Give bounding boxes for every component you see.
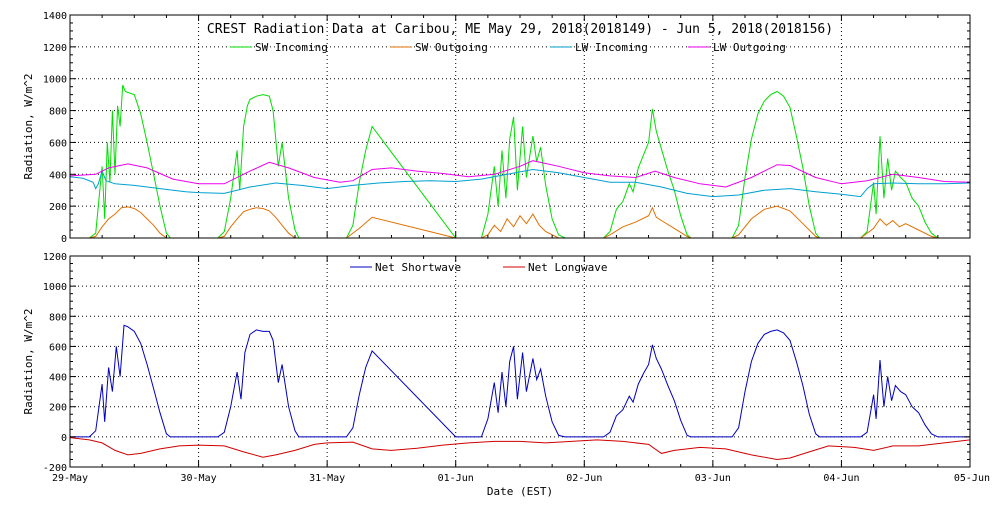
y-tick-label: 0: [61, 234, 67, 245]
legend-label: SW Incoming: [255, 41, 328, 54]
x-tick-label: 01-Jun: [438, 473, 474, 484]
series-line-lw-outgoing: [69, 160, 971, 188]
x-tick-label: 31-May: [309, 473, 345, 484]
y-tick-label: 1000: [43, 282, 67, 293]
y-tick-label: 1200: [43, 43, 67, 54]
y-tick-label: 800: [49, 312, 67, 323]
y-axis: -200 0 200 400 600 800 1000 1200: [43, 252, 970, 474]
legend-label: LW Incoming: [575, 41, 648, 54]
series-line-sw-incoming: [70, 84, 970, 239]
y-tick-label: 1000: [43, 75, 67, 86]
y-tick-label: 200: [49, 202, 67, 213]
x-tick-label: 05-Jun: [954, 473, 990, 484]
x-tick-label: 29-May: [52, 473, 88, 484]
x-tick-label: 30-May: [181, 473, 217, 484]
legend-label: SW Outgoing: [415, 41, 488, 54]
x-axis-title: Date (EST): [487, 485, 553, 498]
x-axis: 29-May 30-May 31-May 01-Jun 02-Jun 03-Jun 04-J…: [52, 256, 990, 484]
y-tick-label: 1400: [43, 11, 67, 22]
y-axis-title: Radiation, W/m^2: [22, 309, 35, 415]
x-axis: [69, 15, 971, 238]
legend: SW Incoming SW Outgoing LW Incoming LW Outg…: [230, 41, 786, 54]
legend-label: Net Longwave: [528, 261, 607, 274]
chart-title: CREST Radiation Data at Caribou, ME May …: [207, 22, 833, 37]
series-line-net-longwave: [69, 437, 971, 461]
y-axis: 0 200 400 600 800 1000 1200 1400: [43, 11, 970, 245]
y-tick-label: 600: [49, 138, 67, 149]
y-tick-label: 1200: [43, 252, 67, 263]
x-tick-label: 04-Jun: [823, 473, 859, 484]
y-tick-label: -200: [43, 463, 67, 474]
series-line-sw-outgoing: [70, 205, 970, 239]
legend: Net Shortwave Net Longwave: [350, 261, 607, 274]
series-lines: [69, 324, 971, 461]
y-tick-label: 400: [49, 373, 67, 384]
series-line-net-shortwave: [70, 324, 970, 438]
x-tick-label: 03-Jun: [695, 473, 731, 484]
legend-label: LW Outgoing: [713, 41, 786, 54]
y-tick-label: 400: [49, 170, 67, 181]
y-tick-label: 600: [49, 342, 67, 353]
series-lines: [69, 84, 971, 239]
chart-panel-2: -200 0 200 400 600 800 1000 1200 29-May 30-May 31-…: [22, 252, 990, 498]
y-tick-label: 800: [49, 107, 67, 118]
y-tick-label: 0: [61, 433, 67, 444]
x-tick-label: 02-Jun: [566, 473, 602, 484]
panels: 0 200 400 600 800 1000 1200 1400 Radiation, W/m^…: [22, 11, 990, 498]
y-tick-label: 200: [49, 403, 67, 414]
chart-panel-1: 0 200 400 600 800 1000 1200 1400 Radiation, W/m^…: [22, 11, 971, 245]
y-axis-title: Radiation, W/m^2: [22, 74, 35, 180]
series-line-lw-incoming: [69, 168, 971, 198]
legend-label: Net Shortwave: [375, 261, 461, 274]
